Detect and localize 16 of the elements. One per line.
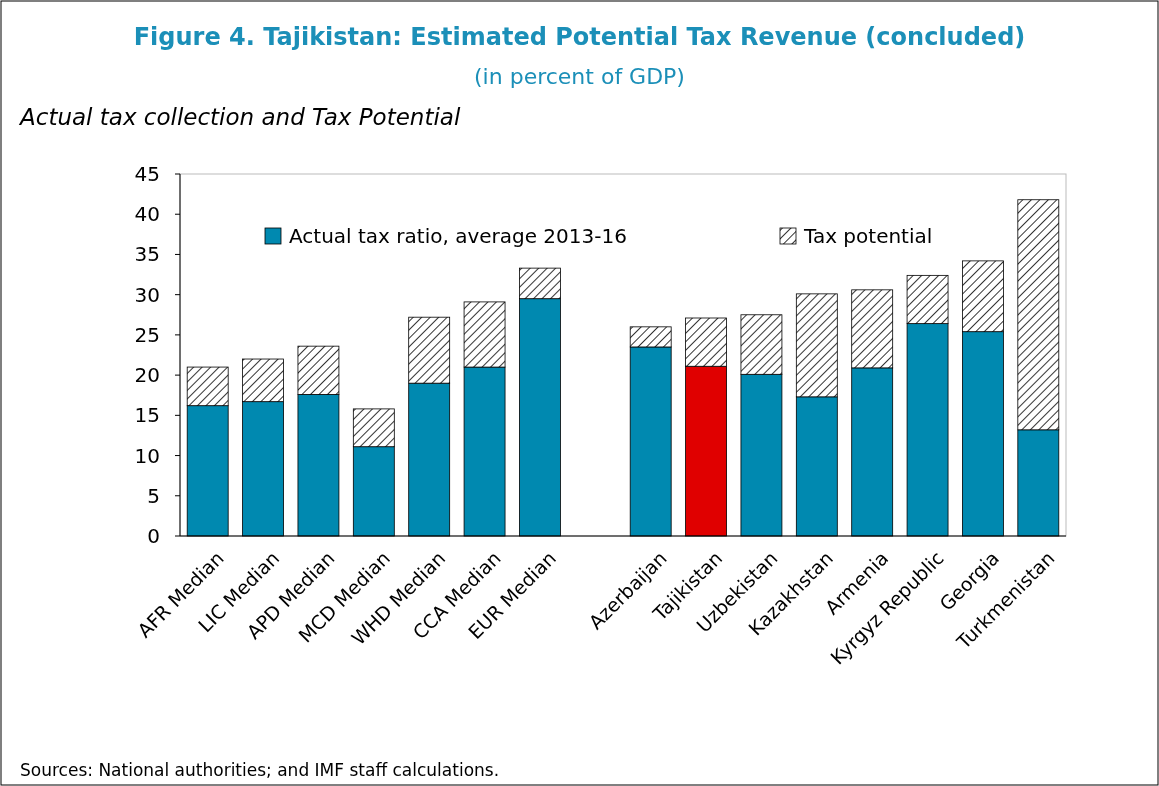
legend-label: Actual tax ratio, average 2013-16 [289, 224, 627, 248]
y-tick-label: 25 [134, 322, 160, 347]
y-tick-label: 10 [134, 443, 160, 468]
chart-subtitle: (in percent of GDP) [474, 64, 685, 89]
y-tick-label: 0 [147, 524, 160, 548]
y-tick-label: 40 [134, 202, 160, 227]
legend-label: Tax potential [803, 224, 933, 248]
y-tick-label: 30 [134, 282, 160, 307]
y-tick-label: 35 [134, 242, 160, 267]
y-tick-label: 5 [147, 483, 160, 508]
y-tick-label: 20 [134, 363, 160, 388]
chart-title: Figure 4. Tajikistan: Estimated Potential Tax Revenue (concluded) [133, 23, 1026, 51]
y-tick-label: 15 [134, 403, 160, 428]
y-tick-label: 45 [134, 162, 160, 186]
source-note: Sources: National authorities; and IMF staff calculations. [20, 760, 500, 780]
text: Actual tax collection and Tax Potential [18, 104, 461, 130]
